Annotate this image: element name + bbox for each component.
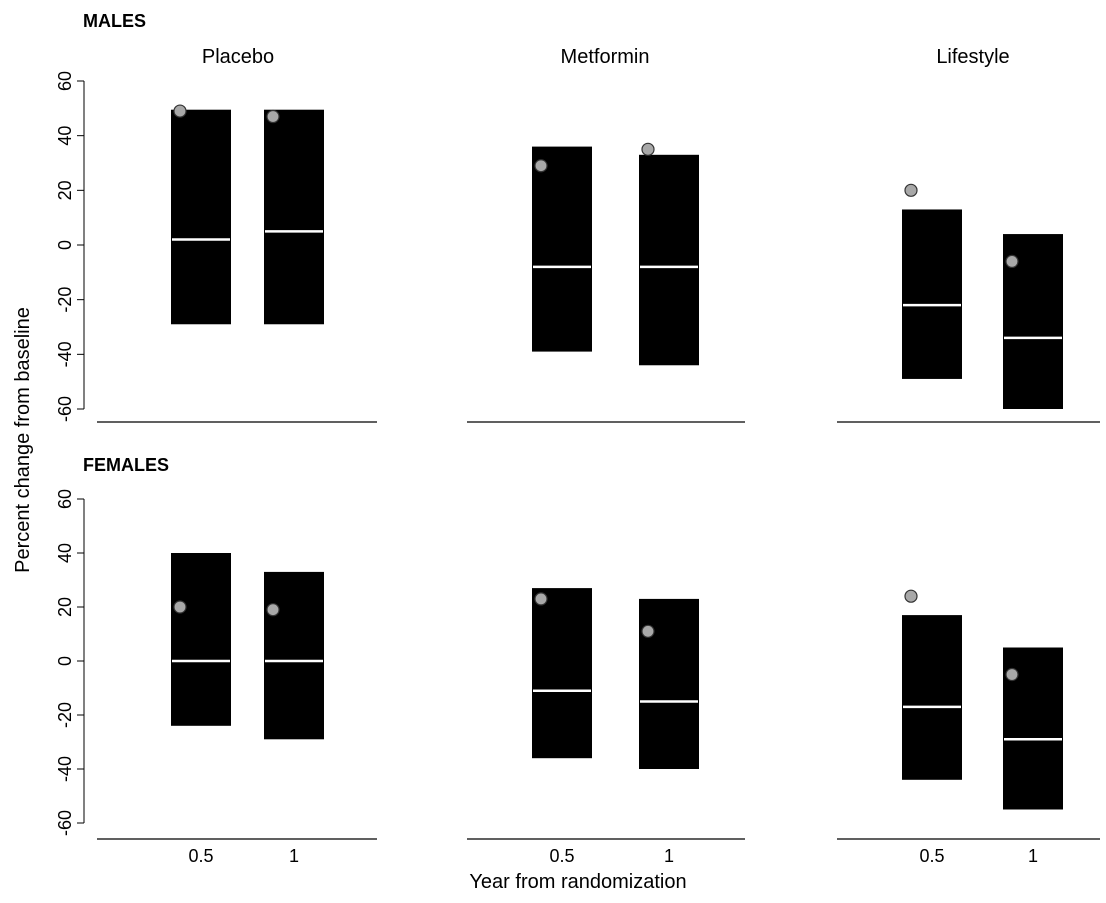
mean-point-males-placebo-0 (173, 104, 187, 118)
x-tick-label-metformin: 1 (664, 846, 674, 866)
panel-title-lifestyle: Lifestyle (936, 46, 1009, 68)
y-tick-label-males: 40 (55, 126, 75, 146)
box-females-metformin-0 (532, 588, 592, 759)
x-tick-label-metformin: 0.5 (549, 846, 574, 866)
mean-point-females-placebo-0 (173, 600, 187, 614)
y-axis-title: Percent change from baseline (12, 307, 34, 573)
y-tick-label-males: -60 (55, 396, 75, 422)
mean-point-males-metformin-0 (534, 159, 548, 173)
panel-title-metformin: Metformin (561, 46, 650, 68)
x-tick-label-placebo: 0.5 (188, 846, 213, 866)
y-tick-label-males: 60 (55, 71, 75, 91)
box-males-lifestyle-0 (902, 209, 962, 379)
mean-point-males-placebo-1 (266, 109, 280, 124)
y-tick-label-females: 40 (55, 543, 75, 563)
mean-point-females-metformin-0 (534, 592, 548, 606)
y-tick-label-females: 60 (55, 489, 75, 509)
row-label-males: MALES (83, 11, 146, 31)
box-females-placebo-1 (264, 571, 324, 740)
y-tick-label-females: 0 (55, 656, 75, 666)
mean-point-females-lifestyle-1 (1005, 667, 1019, 682)
y-tick-label-males: -20 (55, 287, 75, 313)
box-males-metformin-1 (639, 154, 699, 366)
panel-title-placebo: Placebo (202, 46, 274, 68)
y-tick-label-females: 20 (55, 597, 75, 617)
row-label-females: FEMALES (83, 455, 169, 475)
box-males-placebo-0 (171, 109, 231, 325)
y-tick-label-females: -20 (55, 702, 75, 728)
mean-point-males-lifestyle-1 (1005, 254, 1019, 268)
y-tick-label-males: 20 (55, 180, 75, 200)
y-tick-label-females: -60 (55, 810, 75, 836)
y-tick-label-females: -40 (55, 756, 75, 782)
x-tick-label-lifestyle: 1 (1028, 846, 1038, 866)
mean-point-males-metformin-1 (641, 142, 655, 156)
x-tick-label-placebo: 1 (289, 846, 299, 866)
y-tick-label-males: -40 (55, 341, 75, 367)
mean-point-males-lifestyle-0 (904, 183, 918, 197)
box-females-metformin-1 (639, 598, 699, 769)
mean-point-females-metformin-1 (641, 624, 655, 638)
x-tick-label-lifestyle: 0.5 (919, 846, 944, 866)
mean-point-females-lifestyle-0 (904, 589, 918, 603)
box-males-placebo-1 (264, 109, 324, 325)
x-axis-title: Year from randomization (469, 871, 686, 893)
box-females-lifestyle-0 (902, 615, 962, 780)
mean-point-females-placebo-1 (266, 603, 280, 617)
y-tick-label-males: 0 (55, 240, 75, 250)
box-females-placebo-0 (171, 553, 231, 726)
box-males-metformin-0 (532, 146, 592, 352)
